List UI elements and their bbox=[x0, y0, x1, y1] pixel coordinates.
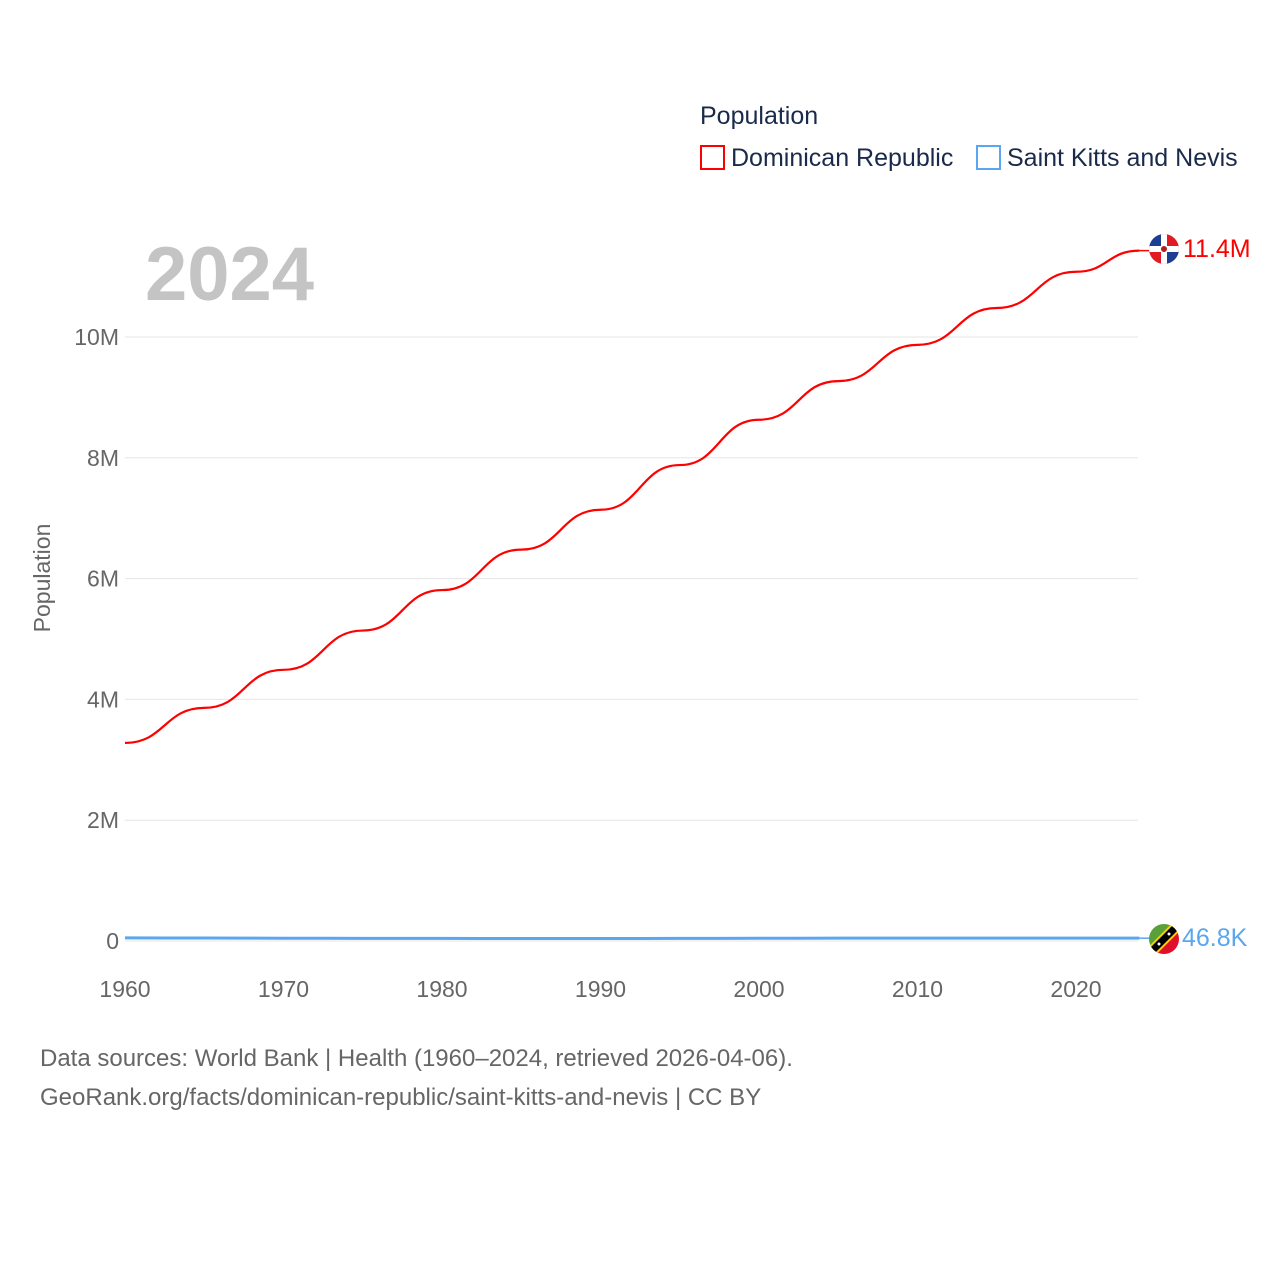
x-tick-label: 2010 bbox=[892, 976, 943, 1002]
footer-attribution: GeoRank.org/facts/dominican-republic/sai… bbox=[40, 1084, 762, 1111]
grid-lines bbox=[125, 336, 1138, 942]
x-tick-label: 1980 bbox=[416, 976, 467, 1002]
legend-swatch-saint-kitts-and-nevis[interactable] bbox=[976, 145, 1001, 170]
end-label-saint-kitts-and-nevis: 46.8K bbox=[1182, 924, 1248, 952]
legend-title: Population bbox=[700, 102, 818, 130]
legend-label-saint-kitts-and-nevis[interactable]: Saint Kitts and Nevis bbox=[1007, 144, 1238, 172]
y-tick-label: 2M bbox=[87, 807, 119, 833]
x-tick-label: 1990 bbox=[575, 976, 626, 1002]
series-line-dominican-republic bbox=[124, 249, 1140, 744]
y-tick-label: 4M bbox=[87, 686, 119, 712]
y-tick-label: 6M bbox=[87, 566, 119, 592]
legend-swatch-dominican-republic[interactable] bbox=[700, 145, 725, 170]
year-label: 2024 bbox=[145, 232, 314, 317]
x-tick-label: 1960 bbox=[99, 976, 150, 1002]
legend-label-dominican-republic[interactable]: Dominican Republic bbox=[731, 144, 953, 172]
x-tick-label: 2020 bbox=[1050, 976, 1101, 1002]
dominican-republic-flag-icon bbox=[1149, 234, 1179, 264]
saint-kitts-and-nevis-flag-icon bbox=[1149, 924, 1179, 954]
y-axis-label: Population bbox=[29, 524, 55, 633]
series-line-saint-kitts-and-nevis bbox=[124, 936, 1140, 941]
end-label-dominican-republic: 11.4M bbox=[1183, 235, 1251, 263]
y-tick-label: 8M bbox=[87, 445, 119, 471]
x-tick-label: 2000 bbox=[733, 976, 784, 1002]
series-lines bbox=[124, 249, 1150, 941]
y-tick-label: 10M bbox=[74, 324, 119, 350]
y-axis-ticks: 0 2M 4M 6M 8M 10M bbox=[74, 324, 119, 954]
x-axis-ticks: 1960 1970 1980 1990 2000 2010 2020 bbox=[99, 976, 1101, 1002]
x-tick-label: 1970 bbox=[258, 976, 309, 1002]
y-tick-label: 0 bbox=[106, 928, 119, 954]
footer-sources: Data sources: World Bank | Health (1960–… bbox=[40, 1045, 793, 1072]
